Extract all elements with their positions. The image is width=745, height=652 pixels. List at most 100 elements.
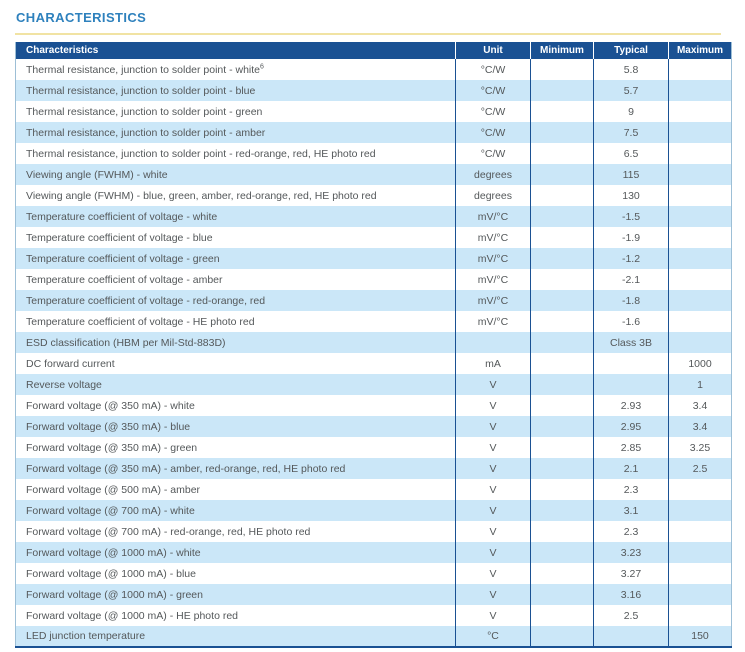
cell-minimum xyxy=(530,521,594,542)
table-row: Forward voltage (@ 500 mA) - amber V 2.3 xyxy=(15,479,732,500)
cell-characteristic: Forward voltage (@ 350 mA) - white xyxy=(26,399,195,412)
cell-maximum xyxy=(668,479,732,500)
cell-minimum xyxy=(530,458,594,479)
cell-minimum xyxy=(530,584,594,605)
cell-characteristic: Temperature coefficient of voltage - gre… xyxy=(26,252,220,265)
cell-unit: degrees xyxy=(455,164,531,185)
cell-minimum xyxy=(530,185,594,206)
cell-minimum xyxy=(530,164,594,185)
cell-unit: V xyxy=(455,521,531,542)
table-row: ESD classification (HBM per Mil-Std-883D… xyxy=(15,332,732,353)
table-header: Characteristics Unit Minimum Typical Max… xyxy=(15,42,732,59)
cell-typical: 2.85 xyxy=(593,437,669,458)
table-row: Forward voltage (@ 350 mA) - white V 2.93 3… xyxy=(15,395,732,416)
cell-maximum xyxy=(668,122,732,143)
table-row: Viewing angle (FWHM) - blue, green, ambe… xyxy=(15,185,732,206)
table-row: Viewing angle (FWHM) - white degrees 115 xyxy=(15,164,732,185)
cell-unit: °C/W xyxy=(455,143,531,164)
table-row: LED junction temperature °C 150 xyxy=(15,626,732,647)
cell-minimum xyxy=(530,416,594,437)
table-row: Forward voltage (@ 350 mA) - green V 2.85 3… xyxy=(15,437,732,458)
cell-unit: V xyxy=(455,437,531,458)
cell-unit: °C/W xyxy=(455,122,531,143)
table-row: Forward voltage (@ 1000 mA) - white V 3.23 xyxy=(15,542,732,563)
cell-minimum xyxy=(530,311,594,332)
cell-maximum: 2.5 xyxy=(668,458,732,479)
cell-maximum: 1000 xyxy=(668,353,732,374)
cell-characteristic: DC forward current xyxy=(26,357,115,370)
cell-maximum xyxy=(668,59,732,80)
cell-characteristic: ESD classification (HBM per Mil-Std-883D… xyxy=(26,336,226,349)
cell-typical: 6.5 xyxy=(593,143,669,164)
cell-maximum: 3.25 xyxy=(668,437,732,458)
cell-maximum xyxy=(668,185,732,206)
cell-characteristic: Forward voltage (@ 350 mA) - amber, red-… xyxy=(26,462,346,475)
cell-unit: V xyxy=(455,479,531,500)
cell-typical: -1.6 xyxy=(593,311,669,332)
cell-maximum xyxy=(668,248,732,269)
cell-maximum: 3.4 xyxy=(668,416,732,437)
cell-maximum xyxy=(668,332,732,353)
cell-maximum xyxy=(668,164,732,185)
cell-typical: Class 3B xyxy=(593,332,669,353)
cell-typical: 9 xyxy=(593,101,669,122)
characteristics-table: Characteristics Unit Minimum Typical Max… xyxy=(15,42,732,648)
table-row: Temperature coefficient of voltage - blu… xyxy=(15,227,732,248)
cell-characteristic: Thermal resistance, junction to solder p… xyxy=(26,126,266,139)
cell-characteristic: LED junction temperature xyxy=(26,630,146,642)
cell-maximum: 150 xyxy=(668,626,732,647)
cell-maximum xyxy=(668,311,732,332)
table-row: Thermal resistance, junction to solder p… xyxy=(15,122,732,143)
cell-unit: mA xyxy=(455,353,531,374)
cell-minimum xyxy=(530,143,594,164)
cell-maximum xyxy=(668,143,732,164)
cell-characteristic: Temperature coefficient of voltage - red… xyxy=(26,294,266,307)
cell-characteristic: Viewing angle (FWHM) - blue, green, ambe… xyxy=(26,189,377,202)
cell-minimum xyxy=(530,479,594,500)
cell-typical: -1.8 xyxy=(593,290,669,311)
cell-maximum xyxy=(668,206,732,227)
cell-minimum xyxy=(530,500,594,521)
cell-typical: 3.23 xyxy=(593,542,669,563)
cell-typical: 2.3 xyxy=(593,521,669,542)
cell-unit: V xyxy=(455,374,531,395)
column-header-minimum: Minimum xyxy=(530,42,594,59)
cell-typical: -1.5 xyxy=(593,206,669,227)
cell-maximum xyxy=(668,605,732,626)
cell-characteristic: Reverse voltage xyxy=(26,378,102,391)
cell-characteristic: Forward voltage (@ 500 mA) - amber xyxy=(26,483,201,496)
cell-typical xyxy=(593,626,669,647)
cell-minimum xyxy=(530,101,594,122)
cell-typical: 2.93 xyxy=(593,395,669,416)
cell-characteristic: Forward voltage (@ 350 mA) - blue xyxy=(26,420,191,433)
cell-typical: 5.8 xyxy=(593,59,669,80)
table-row: Forward voltage (@ 350 mA) - amber, red-… xyxy=(15,458,732,479)
table-row: Forward voltage (@ 700 mA) - red-orange,… xyxy=(15,521,732,542)
cell-characteristic: Temperature coefficient of voltage - amb… xyxy=(26,273,223,286)
column-header-characteristics: Characteristics xyxy=(15,42,456,59)
column-header-maximum: Maximum xyxy=(668,42,732,59)
cell-maximum xyxy=(668,563,732,584)
cell-minimum xyxy=(530,122,594,143)
cell-unit: V xyxy=(455,563,531,584)
table-header-row: Characteristics Unit Minimum Typical Max… xyxy=(15,42,732,59)
cell-maximum xyxy=(668,269,732,290)
table-row: Thermal resistance, junction to solder p… xyxy=(15,143,732,164)
cell-minimum xyxy=(530,227,594,248)
cell-unit: °C/W xyxy=(455,101,531,122)
cell-characteristic: Thermal resistance, junction to solder p… xyxy=(26,147,376,160)
cell-characteristic: Forward voltage (@ 700 mA) - red-orange,… xyxy=(26,525,311,538)
cell-characteristic: Forward voltage (@ 350 mA) - green xyxy=(26,441,198,454)
cell-unit: V xyxy=(455,416,531,437)
cell-characteristic: Thermal resistance, junction to solder p… xyxy=(26,63,264,76)
cell-unit xyxy=(455,332,531,353)
cell-typical: 115 xyxy=(593,164,669,185)
cell-characteristic: Temperature coefficient of voltage - whi… xyxy=(26,210,218,223)
table-row: Forward voltage (@ 1000 mA) - blue V 3.27 xyxy=(15,563,732,584)
cell-typical xyxy=(593,374,669,395)
cell-characteristic: Temperature coefficient of voltage - blu… xyxy=(26,231,213,244)
cell-typical: 3.1 xyxy=(593,500,669,521)
cell-maximum xyxy=(668,227,732,248)
cell-minimum xyxy=(530,290,594,311)
